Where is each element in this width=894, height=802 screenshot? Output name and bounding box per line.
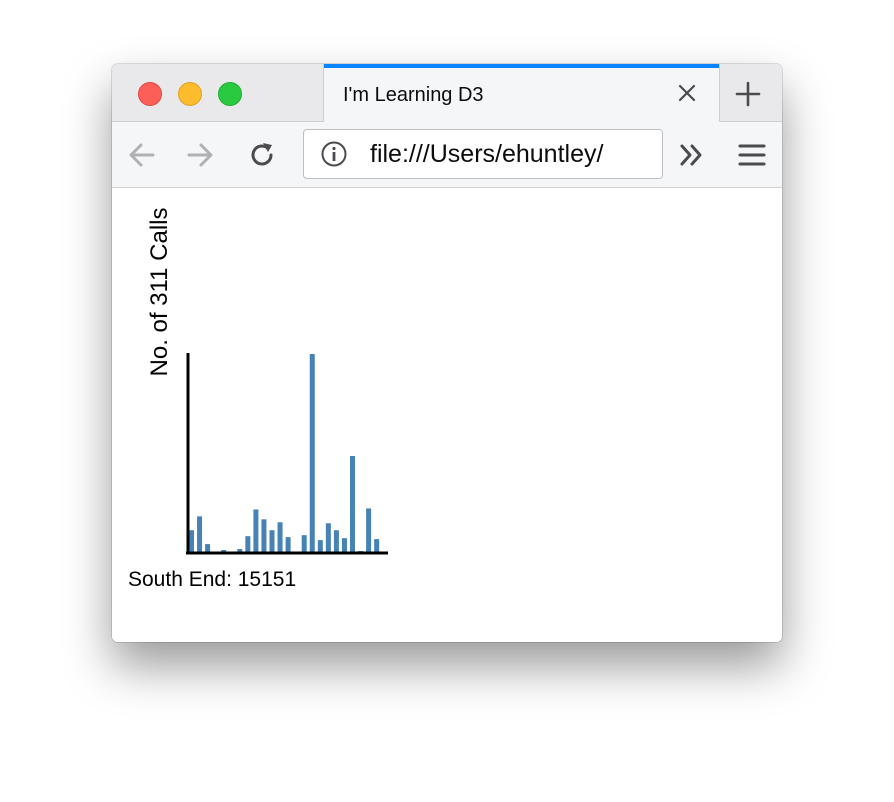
- info-icon[interactable]: [320, 140, 348, 168]
- bar-4: [221, 550, 227, 552]
- back-arrow-icon[interactable]: [126, 139, 158, 171]
- window-minimize-button[interactable]: [178, 82, 202, 106]
- tab-title: I'm Learning D3: [343, 84, 484, 106]
- window-maximize-button[interactable]: [218, 82, 242, 106]
- close-icon[interactable]: [677, 83, 697, 103]
- double-chevron-icon[interactable]: [676, 139, 708, 171]
- bars-group: [189, 354, 380, 552]
- bar-22: [366, 508, 372, 552]
- url-fade: [602, 130, 662, 178]
- tab-bar: I'm Learning D3: [112, 64, 782, 122]
- reload-icon[interactable]: [246, 139, 278, 171]
- bar-7: [245, 536, 251, 552]
- bar-11: [277, 522, 283, 552]
- bar-16: [317, 540, 323, 552]
- window-close-button[interactable]: [138, 82, 162, 106]
- hamburger-icon[interactable]: [736, 139, 768, 171]
- bar-23: [374, 539, 380, 552]
- tab-accent-line: [324, 64, 719, 68]
- url-bar[interactable]: file:///Users/ehuntley/: [303, 129, 663, 179]
- url-text[interactable]: file:///Users/ehuntley/: [370, 140, 604, 168]
- chart-caption: South End: 15151: [128, 568, 296, 591]
- bar-17: [325, 523, 331, 552]
- y-axis-label: No. of 311 Calls: [146, 208, 173, 377]
- bar-12: [285, 537, 291, 552]
- bar-0: [189, 530, 194, 552]
- bar-19: [341, 538, 347, 552]
- nav-toolbar: file:///Users/ehuntley/: [112, 122, 782, 188]
- bar-18: [333, 530, 339, 552]
- bar-2: [205, 544, 211, 552]
- forward-arrow-icon[interactable]: [184, 139, 216, 171]
- bar-1: [197, 516, 203, 552]
- browser-window: I'm Learning D3 file:///Users/ehuntl: [112, 64, 782, 642]
- bar-8: [253, 509, 259, 552]
- bar-14: [301, 535, 307, 552]
- bar-6: [237, 549, 243, 552]
- plus-icon[interactable]: [734, 80, 762, 108]
- page-content: No. of 311 Calls South End: 15151: [112, 188, 782, 642]
- bar-15: [309, 354, 315, 552]
- bar-chart: No. of 311 Calls South End: 15151: [128, 208, 388, 591]
- bar-10: [269, 530, 275, 552]
- bar-9: [261, 519, 267, 552]
- tab-active[interactable]: I'm Learning D3: [323, 64, 720, 122]
- bar-20: [350, 455, 355, 552]
